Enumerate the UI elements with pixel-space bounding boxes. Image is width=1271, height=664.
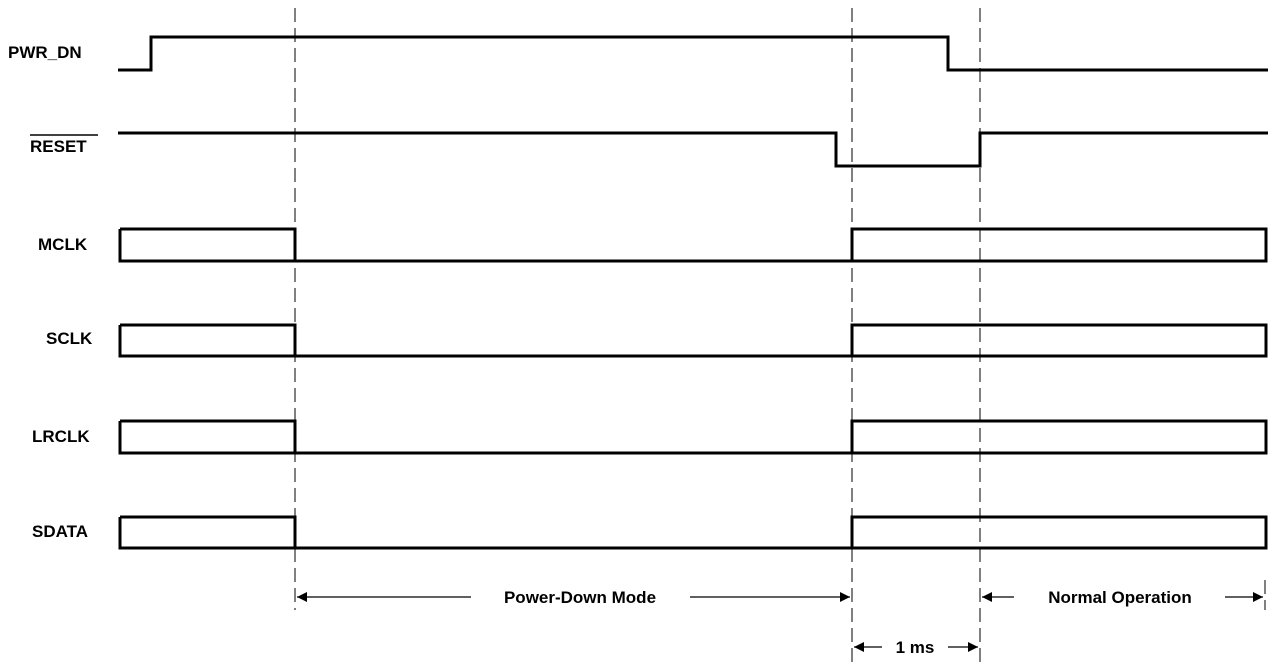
mclk-waveform xyxy=(118,227,1268,263)
sdata-label: SDATA xyxy=(32,522,88,541)
normal-operation-label: Normal Operation xyxy=(1048,588,1192,607)
sclk-waveform xyxy=(118,323,1268,358)
reset-label: RESET xyxy=(30,137,87,156)
sclk-label: SCLK xyxy=(46,329,93,348)
lrclk-label: LRCLK xyxy=(32,427,90,446)
normal-operation-dimension: Normal Operation xyxy=(982,588,1263,607)
mclk-label: MCLK xyxy=(38,235,88,254)
reset-waveform xyxy=(118,131,1268,168)
delay-label: 1 ms xyxy=(896,638,935,657)
lrclk-waveform xyxy=(118,419,1268,455)
pwr-dn-label: PWR_DN xyxy=(8,43,82,62)
power-down-mode-label: Power-Down Mode xyxy=(504,588,656,607)
power-down-mode-dimension: Power-Down Mode xyxy=(297,588,850,607)
delay-dimension: 1 ms xyxy=(854,638,978,657)
pwr-dn-waveform xyxy=(118,35,1268,72)
sdata-waveform xyxy=(118,515,1268,550)
